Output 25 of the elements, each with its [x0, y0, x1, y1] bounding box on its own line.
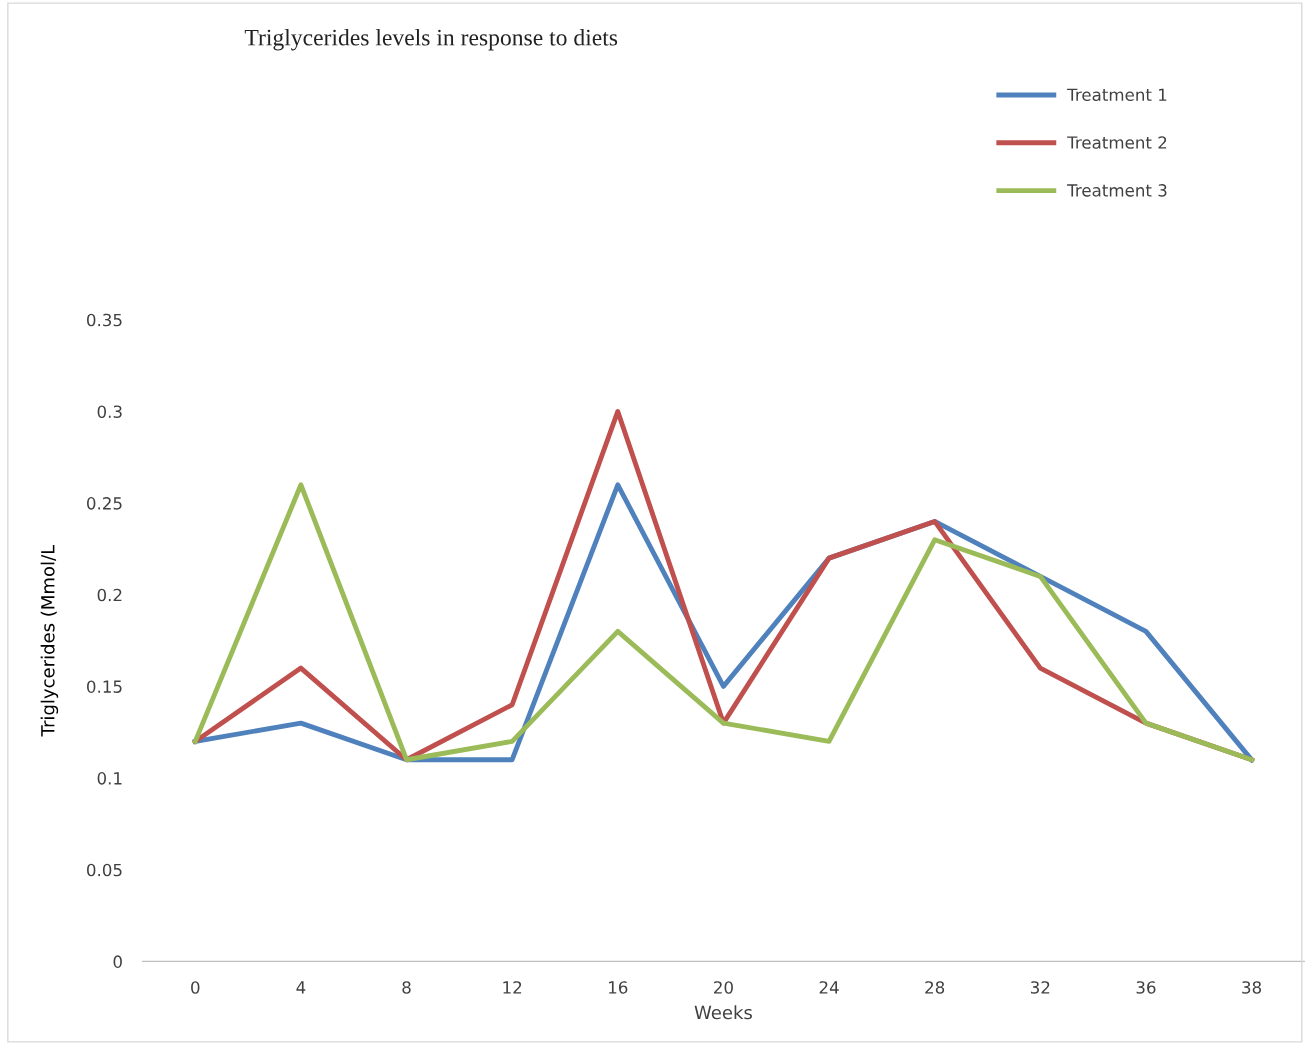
x-tick-label: 32 [1030, 981, 1050, 994]
legend-label: Treatment 1 [1067, 88, 1167, 102]
legend-label: Treatment 2 [1067, 136, 1167, 149]
x-tick-label: 4 [296, 981, 306, 994]
x-tick-label: 12 [503, 981, 522, 994]
x-tick-label: 0 [191, 981, 200, 994]
y-tick-label: 0.25 [87, 497, 122, 510]
legend-label: Treatment 3 [1067, 184, 1167, 197]
y-tick-label: 0.2 [97, 588, 122, 602]
chart-title: Triglycerides levels in response to diets [244, 28, 618, 51]
y-tick-label: 0.35 [87, 313, 122, 327]
y-tick-label: 0.3 [97, 405, 122, 418]
x-axis-title: Weeks [694, 1005, 752, 1020]
x-tick-label: 24 [819, 981, 839, 994]
y-tick-label: 0.15 [87, 680, 122, 693]
x-tick-label: 38 [1242, 981, 1262, 994]
x-tick-label: 20 [714, 981, 733, 994]
y-axis-title: Triglycerides (Mmol/L [40, 544, 59, 737]
y-tick-label: 0.05 [87, 863, 122, 877]
x-tick-label: 8 [402, 981, 411, 994]
x-tick-label: 36 [1136, 981, 1156, 994]
y-tick-label: 0 [113, 955, 122, 968]
x-tick-label: 16 [609, 981, 628, 994]
x-tick-label: 28 [925, 981, 945, 994]
y-tick-label: 0.1 [97, 772, 122, 785]
